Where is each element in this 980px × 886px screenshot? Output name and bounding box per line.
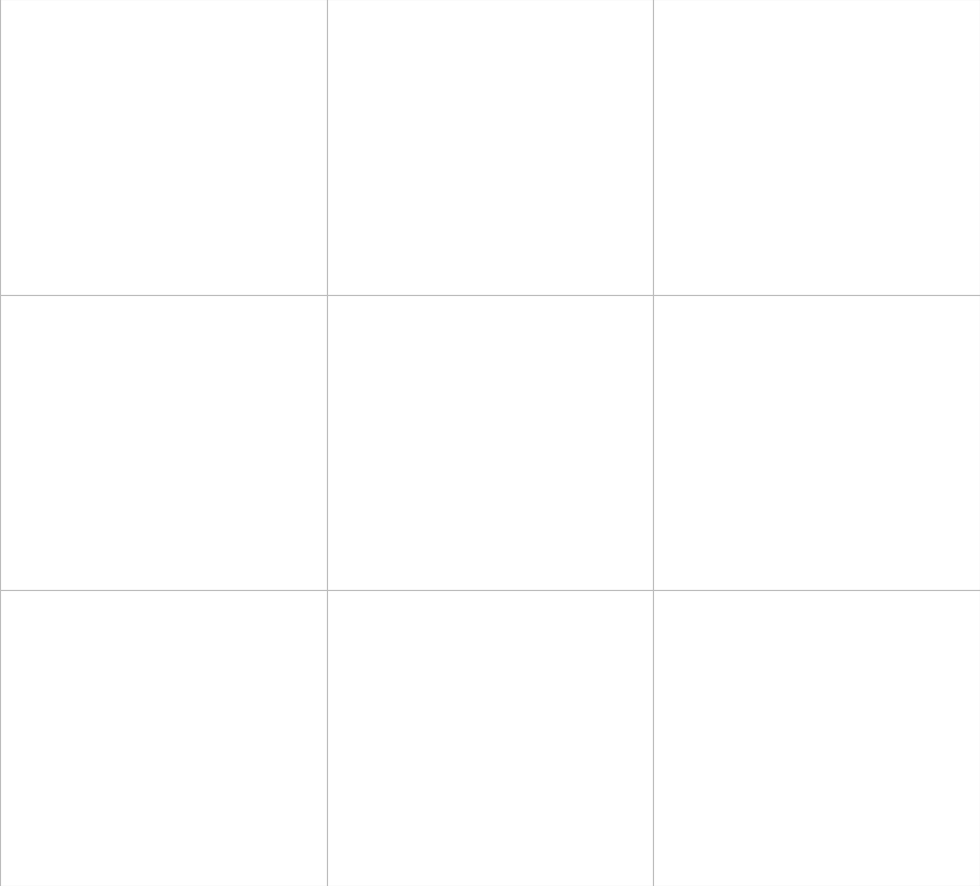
Wedge shape xyxy=(689,107,851,268)
Text: Dalla relatività galileiana alla
relatività ristretta.: Dalla relatività galileiana alla relativ… xyxy=(64,27,270,55)
Wedge shape xyxy=(384,696,525,858)
Wedge shape xyxy=(686,400,767,489)
Wedge shape xyxy=(360,402,441,479)
Wedge shape xyxy=(94,103,116,183)
Text: 97%: 97% xyxy=(107,220,140,234)
Wedge shape xyxy=(364,401,525,563)
Legend: SI, NO: SI, NO xyxy=(560,143,605,183)
Text: 41%: 41% xyxy=(0,732,33,746)
Legend: SI, NO: SI, NO xyxy=(233,143,277,183)
Text: 76%: 76% xyxy=(787,499,820,512)
Text: Trasformazioni di Lorentz: Trasformazioni di Lorentz xyxy=(404,330,582,343)
Wedge shape xyxy=(690,697,852,859)
Text: 1%: 1% xyxy=(414,82,437,96)
Wedge shape xyxy=(360,695,443,828)
Text: 17%: 17% xyxy=(705,687,738,701)
Legend: SI, NO: SI, NO xyxy=(560,734,605,773)
Text: Tempo assoluto e simultaneità
degli eventi.: Tempo assoluto e simultaneità degli even… xyxy=(712,27,927,55)
Text: Dinamica relativistica. Massa,
energia.: Dinamica relativistica. Massa, energia. xyxy=(715,618,925,646)
Text: 24%: 24% xyxy=(675,418,709,431)
Text: Legge di conservazione della
quantità di moto: Legge di conservazione della quantità di… xyxy=(391,618,595,646)
Text: 20%: 20% xyxy=(349,418,382,431)
Legend: SI, NO: SI, NO xyxy=(233,734,277,773)
Text: 80%: 80% xyxy=(460,499,493,512)
Text: 63%: 63% xyxy=(465,787,498,801)
Legend: SI, NO: SI, NO xyxy=(233,438,277,478)
Wedge shape xyxy=(691,401,853,563)
Legend: SI, NO: SI, NO xyxy=(887,734,931,773)
Text: Invariante relativistico: Invariante relativistico xyxy=(87,626,246,639)
Legend: SI, NO: SI, NO xyxy=(560,438,605,478)
Text: 5%: 5% xyxy=(740,82,764,96)
Text: 95%: 95% xyxy=(760,220,793,234)
Wedge shape xyxy=(363,107,524,268)
Legend: SI, NO: SI, NO xyxy=(887,143,931,183)
Text: 96%: 96% xyxy=(107,515,140,529)
Wedge shape xyxy=(425,103,442,183)
Wedge shape xyxy=(91,398,116,478)
Legend: SI, NO: SI, NO xyxy=(887,438,931,478)
Wedge shape xyxy=(743,102,769,183)
Text: I postulati della relatività
ristretta.: I postulati della relatività ristretta. xyxy=(405,27,582,55)
Text: 3%: 3% xyxy=(87,82,111,96)
Wedge shape xyxy=(32,695,119,841)
Text: 37%: 37% xyxy=(320,723,363,739)
Wedge shape xyxy=(35,402,197,564)
Text: 83%: 83% xyxy=(773,805,807,820)
Text: Legge di addizione relativistica
delle velocità; limite non
relativistico: addiz: Legge di addizione relativistica delle v… xyxy=(704,307,936,366)
Text: 99%: 99% xyxy=(433,220,466,234)
Wedge shape xyxy=(698,693,769,774)
Text: Dilatazione dei tempi e
contrazione delle lunghezze:
evidenze sperimentali: Dilatazione dei tempi e contrazione dell… xyxy=(66,315,268,358)
Wedge shape xyxy=(71,696,199,858)
Text: 4%: 4% xyxy=(87,377,111,391)
Text: 59%: 59% xyxy=(139,783,172,797)
Wedge shape xyxy=(35,107,197,268)
